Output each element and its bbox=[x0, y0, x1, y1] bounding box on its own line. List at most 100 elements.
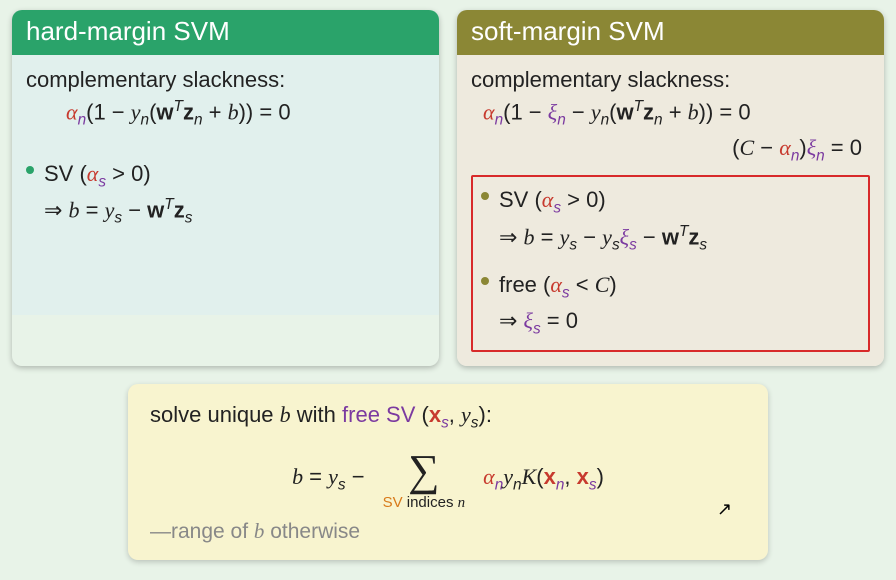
soft-margin-panel: soft-margin SVM complementary slackness:… bbox=[457, 10, 884, 366]
pre: free ( bbox=[499, 272, 550, 297]
b: b bbox=[69, 198, 80, 223]
gt: > 0) bbox=[561, 187, 606, 212]
sub-n: n bbox=[78, 111, 87, 128]
paren-close: ): bbox=[479, 402, 492, 427]
minus: − bbox=[577, 224, 602, 249]
eq: = bbox=[535, 224, 560, 249]
xi: ξ bbox=[524, 308, 533, 333]
sub-n: n bbox=[495, 111, 504, 128]
hard-sv-cond: SV (αs > 0) bbox=[44, 159, 425, 193]
sub-n3: n bbox=[194, 111, 203, 128]
y3: y bbox=[503, 464, 513, 489]
sub-s2: s bbox=[533, 321, 541, 338]
lead-mid: with bbox=[291, 402, 342, 427]
w: w bbox=[156, 99, 173, 124]
indices: indices bbox=[403, 494, 458, 511]
sub-s: s bbox=[553, 200, 561, 217]
lp: (1 − bbox=[503, 99, 548, 124]
sub-s2: s bbox=[114, 210, 122, 227]
x2: x bbox=[577, 464, 589, 489]
hard-eq: αn(1 − yn(wTzn + b)) = 0 bbox=[26, 97, 425, 132]
sub-s3: s bbox=[185, 210, 193, 227]
rp: ) bbox=[609, 272, 616, 297]
minus: − bbox=[122, 198, 147, 223]
hard-margin-title: hard-margin SVM bbox=[12, 10, 439, 55]
sub-s3: s bbox=[338, 477, 346, 494]
plus: + bbox=[663, 99, 688, 124]
y: y bbox=[461, 402, 471, 427]
alpha: α bbox=[779, 135, 791, 160]
sub-n2: n bbox=[557, 111, 566, 128]
y: y bbox=[560, 224, 570, 249]
hard-subtitle: complementary slackness: bbox=[26, 65, 425, 95]
supT: T bbox=[634, 98, 643, 115]
eq0: = 0 bbox=[541, 308, 578, 333]
sub-s3: s bbox=[612, 236, 620, 253]
sub-s2: s bbox=[471, 415, 479, 432]
y: y bbox=[591, 99, 601, 124]
soft-margin-body: complementary slackness: αn(1 − ξn − yn(… bbox=[457, 55, 884, 366]
y2: y bbox=[602, 224, 612, 249]
bottom-lead: solve unique b with free SV (xs, ys): bbox=[150, 400, 746, 434]
x1: x bbox=[544, 464, 556, 489]
soft-eq1: αn(1 − ξn − yn(wTzn + b)) = 0 bbox=[471, 97, 870, 132]
C: C bbox=[739, 135, 754, 160]
rp: ) bbox=[799, 135, 806, 160]
sv-word: SV bbox=[383, 494, 403, 511]
minus: − bbox=[566, 99, 591, 124]
minus2: − bbox=[637, 224, 662, 249]
gt: > 0) bbox=[106, 161, 151, 186]
sub-n3: n bbox=[601, 111, 610, 128]
y: y bbox=[131, 99, 141, 124]
sigma-sub: SV indices n bbox=[383, 495, 466, 511]
alpha: α bbox=[550, 272, 562, 297]
arrow: ⇒ bbox=[499, 224, 524, 249]
minus: − bbox=[346, 464, 365, 489]
supT: T bbox=[174, 98, 183, 115]
lp: ( bbox=[536, 464, 543, 489]
pre: SV ( bbox=[44, 161, 87, 186]
arrow: ⇒ bbox=[44, 198, 69, 223]
bullet-dot-icon bbox=[481, 277, 489, 285]
free-sv: free SV bbox=[342, 402, 415, 427]
sigma-icon: ∑ bbox=[408, 449, 439, 493]
y: y bbox=[105, 198, 115, 223]
z: z bbox=[643, 99, 654, 124]
sub-n2: n bbox=[141, 111, 150, 128]
eq0: = 0 bbox=[825, 135, 862, 160]
soft-sv-row: SV (αs > 0) ⇒ b = ys − ysξs − wTzs bbox=[481, 183, 860, 258]
eq: = bbox=[80, 198, 105, 223]
sub-s2: s bbox=[569, 236, 577, 253]
n: n bbox=[458, 495, 466, 511]
xi: ξ bbox=[548, 99, 557, 124]
z: z bbox=[183, 99, 194, 124]
pre: SV ( bbox=[499, 187, 542, 212]
sub-s4: s bbox=[589, 477, 597, 494]
soft-margin-title: soft-margin SVM bbox=[457, 10, 884, 55]
sub-n2: n bbox=[816, 148, 825, 165]
cursor-icon: ↖ bbox=[717, 499, 732, 520]
comma: , bbox=[449, 402, 461, 427]
alpha: α bbox=[542, 187, 554, 212]
x: x bbox=[429, 402, 441, 427]
soft-free-text: free (αs < C) ⇒ ξs = 0 bbox=[499, 268, 860, 342]
bullet-dot-icon bbox=[481, 192, 489, 200]
comma2: , bbox=[564, 464, 576, 489]
close: )) = 0 bbox=[699, 99, 751, 124]
sub-s4: s bbox=[629, 236, 637, 253]
z: z bbox=[688, 224, 699, 249]
alpha: α bbox=[483, 99, 495, 124]
lt: < bbox=[570, 272, 595, 297]
bottom-panel: solve unique b with free SV (xs, ys): b … bbox=[128, 384, 768, 559]
soft-sv-cond: SV (αs > 0) bbox=[499, 185, 860, 219]
w: w bbox=[616, 99, 633, 124]
sigma-block: ∑ SV indices n bbox=[383, 449, 466, 511]
minus: − bbox=[754, 135, 779, 160]
sub-n2: n bbox=[513, 477, 522, 494]
txt: (1 − bbox=[86, 99, 131, 124]
C: C bbox=[595, 272, 610, 297]
y2: y bbox=[328, 464, 338, 489]
b2: b bbox=[292, 464, 303, 489]
soft-subtitle: complementary slackness: bbox=[471, 65, 870, 95]
top-row: hard-margin SVM complementary slackness:… bbox=[0, 0, 896, 366]
